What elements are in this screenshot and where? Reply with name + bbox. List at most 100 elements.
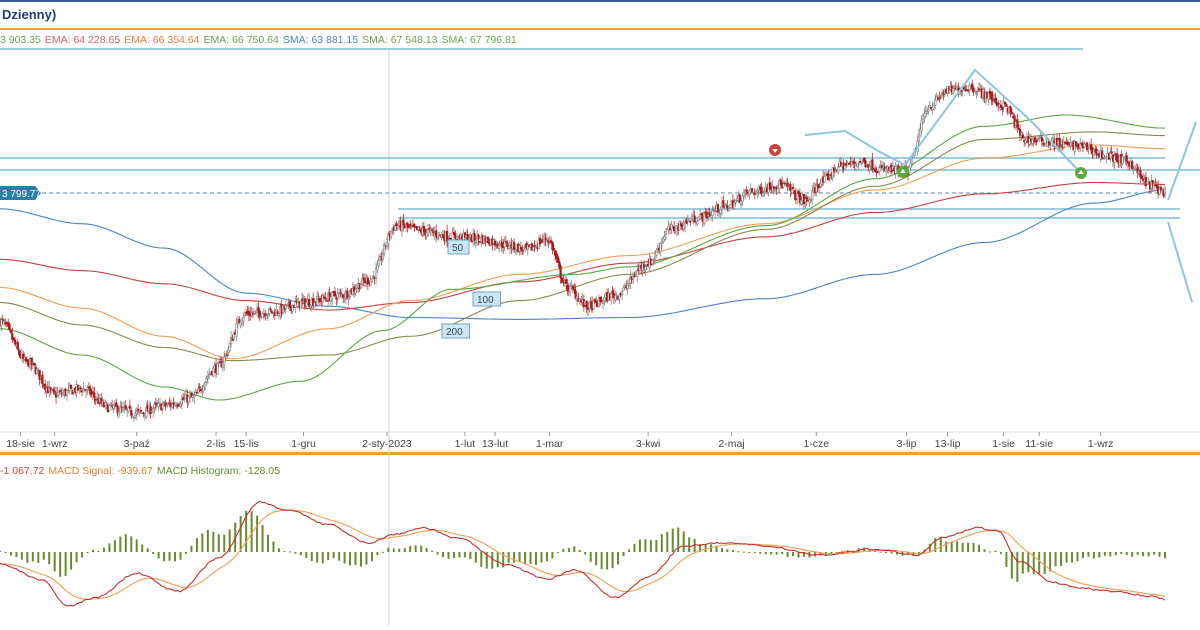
macd-hist-bar-92	[124, 534, 127, 552]
macd-hist-bar-160	[217, 534, 220, 552]
candle-body-761	[1039, 135, 1042, 138]
overlay-3	[0, 131, 1165, 362]
candle-body-255	[347, 296, 350, 300]
candle-body-493	[673, 226, 676, 231]
candle-body-294	[400, 221, 404, 232]
macd-hist-bar-280	[381, 551, 384, 553]
candle-body-192	[261, 313, 264, 318]
candle-body-824	[1125, 155, 1128, 162]
candle-body-744	[1016, 119, 1019, 128]
macd-hist-bar-428	[584, 552, 587, 555]
macd-hist-bar-136	[184, 552, 187, 554]
candle-body-417	[569, 285, 572, 293]
candle-body-714	[975, 92, 978, 95]
macd-hist-bar-820	[1120, 552, 1123, 554]
candle-body-138	[187, 395, 190, 403]
candle-body-630	[860, 162, 863, 165]
macd-hist-bar-644	[879, 551, 882, 553]
macd-hist-bar-812	[1109, 552, 1112, 557]
candle-body-632	[863, 157, 866, 162]
macd-hist-bar-760	[1038, 552, 1041, 574]
macd-hist-bar-460	[627, 549, 630, 552]
candle-body-249	[339, 292, 342, 295]
candle-body-269	[366, 277, 369, 285]
candle-body-156	[212, 367, 215, 377]
candle-body-271	[369, 279, 372, 286]
macd-hist-bar-0	[0, 550, 1, 552]
candle-body-95	[128, 405, 132, 409]
candle-body-478	[652, 258, 655, 261]
macd-hist-bar-700	[956, 541, 959, 552]
macd-hist-bar-224	[305, 552, 308, 559]
candle-body-733	[1001, 105, 1004, 110]
macd-hist-bar-724	[988, 551, 991, 553]
candle-body-633	[864, 160, 867, 168]
macd-hist-bar-8	[9, 552, 12, 556]
macd-hist-bar-612	[835, 552, 838, 553]
candle-body-105	[142, 412, 145, 415]
candle-body-679	[927, 109, 930, 112]
candle-body-49	[65, 390, 69, 396]
macd-hist-bar-208	[283, 550, 286, 552]
candle-body-845	[1154, 184, 1157, 187]
macd-hist-bar-232	[316, 552, 319, 563]
macd-hist-bar-60	[81, 552, 84, 558]
candle-body-537	[733, 202, 736, 210]
macd-hist-bar-468	[638, 539, 641, 552]
legend-item-1: EMA: 64 228.65	[44, 34, 121, 46]
candle-body-460	[627, 283, 631, 287]
macd-hist-bar-764	[1043, 552, 1046, 575]
macd-hist-bar-744	[1016, 552, 1019, 582]
candle-body-848	[1158, 188, 1161, 195]
candle-body-197	[268, 308, 271, 315]
x-tick-label-2-lis: 2-lis	[206, 438, 225, 450]
candle-body-592	[808, 199, 811, 203]
candle-body-203	[276, 311, 279, 315]
candle-body-583	[796, 193, 799, 200]
candle-body-144	[195, 392, 199, 394]
candle-body-419	[571, 285, 575, 290]
macd-hist-bar-416	[567, 547, 570, 552]
candle-body-130	[176, 404, 179, 407]
macd-hist-bar-712	[972, 542, 975, 552]
candle-body-319	[435, 230, 438, 237]
candle-body-59	[79, 387, 82, 390]
candle-body-313	[426, 229, 430, 235]
candle-body-544	[742, 192, 745, 197]
candle-body-558	[761, 192, 765, 197]
macd-hist-bar-552	[753, 552, 756, 553]
candle-body-554	[756, 190, 759, 193]
candle-body-210	[286, 304, 289, 306]
candle-body-52	[70, 384, 73, 389]
candle-body-441	[601, 301, 605, 305]
macd-hist-bar-28	[37, 552, 40, 563]
candle-body-758	[1035, 140, 1038, 142]
candle-body-604	[824, 174, 827, 177]
candle-body-11	[13, 339, 17, 345]
candle-body-259	[353, 286, 356, 292]
candle-body-573	[782, 183, 785, 188]
candle-body-186	[253, 311, 256, 314]
top-bar	[0, 0, 1200, 2]
candle-body-62	[83, 388, 86, 391]
macd-hist-bar-180	[245, 510, 248, 552]
candle-body-369	[503, 240, 506, 248]
candle-body-367	[500, 241, 503, 248]
candle-body-638	[871, 159, 874, 171]
candle-body-850	[1161, 189, 1164, 192]
candle-body-409	[558, 261, 561, 268]
candle-body-245	[333, 291, 337, 297]
macd-hist-bar-152	[206, 529, 209, 552]
x-tick-label-3-paź: 3-paź	[124, 438, 150, 450]
candle-body-347	[473, 233, 476, 241]
macd-hist-bar-376	[513, 552, 516, 563]
macd-hist-bar-564	[770, 552, 773, 555]
candle-body-550	[750, 188, 754, 192]
candle-body-78	[105, 403, 108, 405]
macd-hist-bar-796	[1087, 552, 1090, 557]
macd-hist-bar-164	[223, 534, 226, 552]
candle-body-94	[127, 407, 130, 412]
candle-body-675	[921, 118, 925, 123]
candle-body-83	[112, 405, 115, 409]
